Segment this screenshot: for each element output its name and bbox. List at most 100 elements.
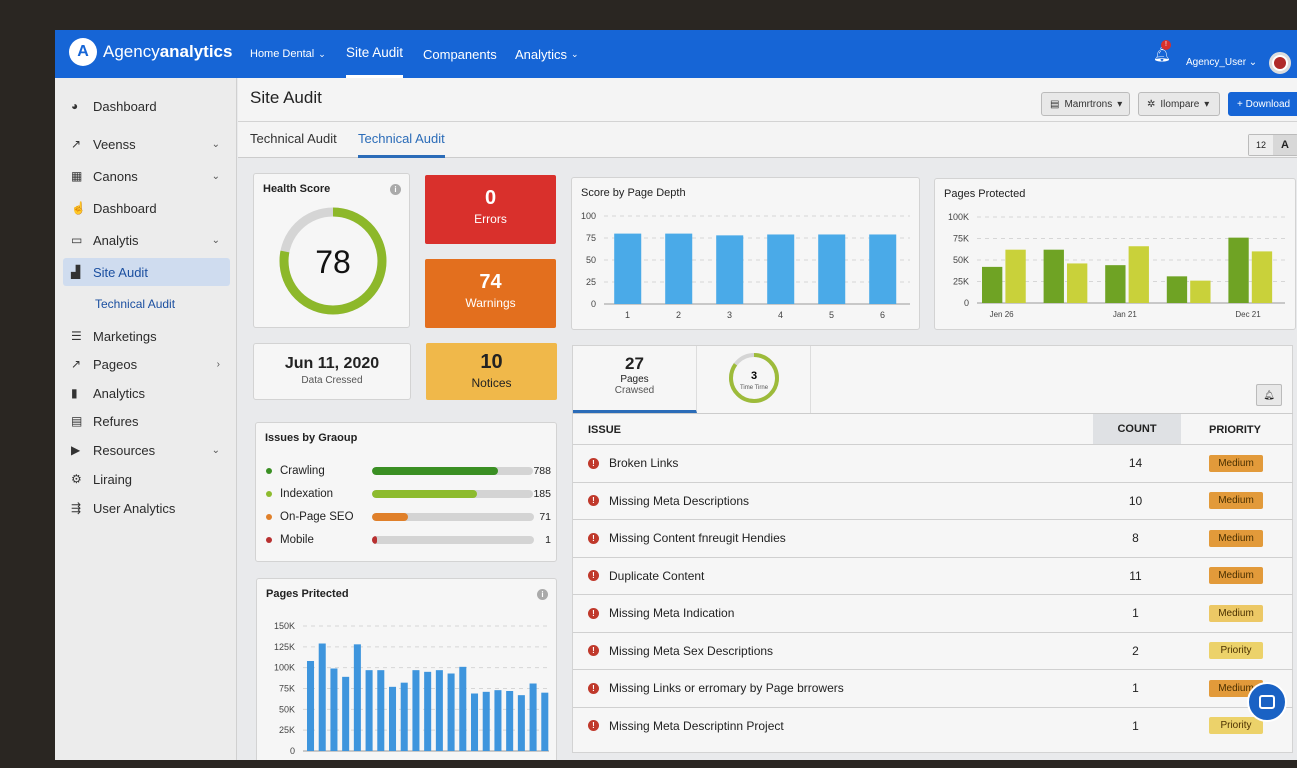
issue-count: 10 [1128, 493, 1143, 508]
sidebar-item-technical-audit[interactable]: Technical Audit [63, 290, 230, 318]
x-tick-label: 6 [880, 310, 885, 320]
group-bar-fill [371, 467, 498, 475]
group-row[interactable]: On-Page SEO 71 [266, 508, 551, 526]
sidebar-item-pageos[interactable]: ↗ Pageos › [63, 350, 230, 378]
x-tick-label: 5 [829, 310, 834, 320]
group-row[interactable]: Mobile 1 [266, 531, 551, 549]
column-count[interactable]: COUNT [1093, 414, 1181, 444]
bar [1105, 265, 1126, 303]
table-row[interactable]: ! Missing Meta Indication 1 Medium [573, 594, 1293, 631]
tab-technical-audit-2[interactable]: Technical Audit [358, 131, 445, 158]
avatar[interactable] [1269, 52, 1291, 74]
view-toggle-12[interactable]: 12 [1249, 135, 1273, 155]
group-row[interactable]: Indexation 185 [266, 485, 551, 503]
nav-components[interactable]: Companents [423, 46, 497, 62]
group-bar-track [372, 513, 534, 521]
priority-badge: Priority [1209, 717, 1263, 734]
time-tab[interactable]: 3 Time Tirne [697, 346, 811, 413]
group-bar-track [371, 490, 534, 498]
bar [435, 670, 443, 751]
sidebar-item-user-analytics[interactable]: ⇶ User Analytics [63, 494, 230, 522]
filter-icon: ⇶ [71, 501, 82, 515]
table-row[interactable]: ! Missing Content fnreugit Hendies 8 Medium [573, 519, 1293, 556]
dashboard-icon: ◕ [71, 99, 79, 113]
sidebar-item-analytis[interactable]: ▭ Analytis ⌄ [63, 226, 230, 254]
issue-name[interactable]: Duplicate Content [609, 568, 705, 583]
sidebar-item-site-audit[interactable]: ▟ Site Audit [63, 258, 230, 286]
issue-count: 11 [1129, 568, 1142, 583]
chevron-right-icon: › [216, 358, 220, 370]
chat-button[interactable] [1247, 682, 1287, 722]
bar [869, 234, 897, 304]
sidebar-item-dashboard[interactable]: ☝ Dashboard [63, 194, 230, 222]
bar [307, 661, 315, 751]
sidebar-item-label: Resources [93, 442, 156, 458]
sidebar-item-veenss[interactable]: ↗ Veenss ⌄ [63, 130, 230, 158]
nav-site-audit[interactable]: Site Audit [346, 30, 404, 78]
table-row[interactable]: ! Missing Meta Descriptinn Project 1 Priori… [573, 706, 1293, 744]
issue-name[interactable]: Missing Links or erromary by Page brrowe… [609, 681, 844, 695]
nav-analytics[interactable]: Analytics ⌄ [515, 46, 579, 62]
warnings-card[interactable]: 74 Warnings [425, 259, 556, 328]
sidebar-item-label: Veenss [93, 136, 136, 152]
table-row[interactable]: ! Broken Links 14 Medium [573, 444, 1293, 481]
score-by-depth-chart: 0 25 50 75 100 1 2 3 4 5 6 [581, 211, 910, 320]
column-issue[interactable]: ISSUE [588, 424, 622, 436]
page-header: Site Audit ▤ Mamrtrons ▾ ✲ Ilompare ▾ + Down… [238, 78, 1297, 122]
sidebar-item-label: Canons [93, 168, 138, 184]
sidebar-item-canons[interactable]: ▦ Canons ⌄ [63, 162, 230, 190]
y-tick-label: 50K [953, 255, 969, 265]
table-row[interactable]: ! Missing Meta Descriptions 10 Medium [573, 481, 1293, 519]
issue-name[interactable]: Missing Meta Descriptinn Project [609, 718, 784, 733]
bar [482, 691, 490, 751]
sidebar-item-label: Technical Audit [95, 297, 176, 311]
sidebar-item-dashboard[interactable]: ◕ Dashboard [63, 92, 230, 120]
nav-home-dental[interactable]: Home Dental ⌄ [250, 48, 326, 60]
table-row[interactable]: ! Missing Links or erromary by Page brrow… [573, 669, 1293, 706]
issue-name[interactable]: Missing Meta Descriptions [609, 493, 750, 508]
column-priority[interactable]: PRIORITY [1209, 424, 1261, 436]
priority-badge: Medium [1209, 454, 1263, 472]
issue-name[interactable]: Missing Content fnreugit Hendies [609, 531, 786, 545]
y-tick-label: 100K [274, 663, 295, 673]
sidebar-item-marketings[interactable]: ☰ Marketings [63, 322, 230, 350]
y-tick-label: 75K [953, 234, 969, 244]
date-range-button[interactable]: ▤ Mamrtrons ▾ [1041, 92, 1130, 116]
bell-filter-button[interactable]: 🔔︎ [1256, 384, 1282, 406]
table-row[interactable]: ! Duplicate Content 11 Medium [573, 556, 1293, 594]
brand-logo[interactable]: A Agencyanalytics [69, 38, 232, 66]
pages-protected-card: Pages Protected 0 25K 50K 75K 100K Jen 26 Jan … [934, 178, 1296, 330]
download-button[interactable]: + Download [1228, 92, 1297, 116]
sidebar-item-label: Site Audit [93, 264, 148, 280]
compare-button[interactable]: ✲ Ilompare ▾ [1138, 92, 1220, 116]
info-icon[interactable]: i [537, 589, 548, 600]
group-row[interactable]: Crawling 788 [266, 462, 551, 480]
bar [1043, 249, 1064, 303]
issue-name[interactable]: Missing Meta Indication [609, 606, 735, 620]
bell-icon[interactable]: 🔔︎! [1153, 40, 1171, 62]
user-menu[interactable]: Agency_User ⌄ [1186, 57, 1258, 68]
sidebar-item-analytics[interactable]: ▮ Analytics [63, 379, 230, 407]
x-tick-label: 1 [625, 310, 630, 320]
table-row[interactable]: ! Missing Meta Sex Descriptions 2 Priority [573, 631, 1293, 669]
info-icon[interactable]: i [390, 184, 401, 195]
warnings-value: 74 [479, 271, 502, 293]
notices-card[interactable]: 10 Notices [426, 343, 557, 400]
alert-icon: ! [588, 570, 599, 581]
y-tick-label: 125K [274, 642, 295, 652]
y-tick-label: 25K [953, 277, 969, 287]
calendar-icon: ▤ [1050, 98, 1060, 110]
issue-name[interactable]: Missing Meta Sex Descriptions [609, 643, 774, 658]
sidebar-item-refures[interactable]: ▤ Refures [63, 407, 230, 435]
view-toggle-a[interactable]: A [1273, 135, 1297, 155]
tab-technical-audit-1[interactable]: Technical Audit [250, 131, 337, 146]
issue-name[interactable]: Broken Links [609, 456, 679, 470]
alert-icon: ! [588, 532, 599, 544]
sidebar-item-liraing[interactable]: ⚙ Liraing [63, 465, 230, 493]
sidebar-item-resources[interactable]: ▶ Resources ⌄ [63, 436, 230, 464]
errors-card[interactable]: 0 Errors [425, 175, 556, 244]
x-tick-label: 4 [778, 310, 783, 320]
pages-crawled-tab[interactable]: 27 Pages Crawsed [573, 346, 697, 413]
time-label: Time Tirne [740, 385, 769, 391]
y-tick-label: 25K [279, 725, 295, 735]
